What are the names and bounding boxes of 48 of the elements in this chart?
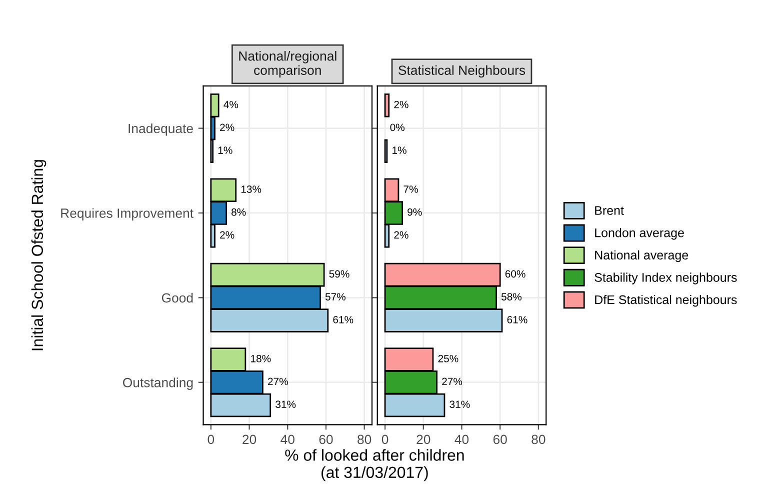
data-label: 9% [408, 208, 422, 216]
data-label: 4% [224, 100, 238, 108]
data-label: 0% [390, 124, 405, 132]
data-label: 57% [325, 293, 346, 300]
y-axis-title: Initial School Ofsted Rating [31, 160, 46, 350]
x-tick-label: 60 [319, 434, 333, 444]
data-label: 27% [268, 378, 288, 386]
x-tick-label: 20 [416, 434, 430, 444]
data-label: 58% [501, 293, 522, 300]
data-label: 27% [442, 378, 462, 386]
x-tick-label: 80 [532, 434, 546, 444]
data-label: 61% [333, 316, 354, 324]
data-label: 1% [218, 146, 232, 154]
legend-label: National average [595, 250, 688, 262]
x-tick-label: 40 [280, 434, 294, 444]
chart-title: National/regional comparison [239, 51, 336, 78]
y-tick-label: Good [162, 292, 193, 303]
data-label: 59% [329, 270, 350, 278]
data-label: 25% [438, 354, 458, 362]
data-label: 2% [220, 124, 234, 132]
data-label: 61% [507, 316, 528, 324]
data-label: 2% [394, 231, 408, 239]
y-tick-label: Outstanding [123, 378, 193, 390]
data-label: 13% [241, 186, 262, 193]
data-label: 8% [232, 208, 246, 216]
legend-label: DfE Statistical neighbours [595, 294, 737, 307]
data-label: 2% [220, 231, 234, 239]
data-label: 1% [392, 146, 406, 154]
legend-label: Stability Index neighbours [594, 272, 737, 284]
x-tick-label: 40 [454, 434, 469, 444]
x-tick-label: 80 [358, 434, 372, 444]
data-label: 18% [251, 354, 271, 362]
x-axis-title: % of looked after children (at 31/03/2017) [285, 449, 464, 482]
legend-label: London average [595, 228, 684, 240]
legend-label: Brent [595, 206, 624, 215]
data-label: 2% [394, 100, 408, 108]
x-tick-label: 0 [382, 434, 388, 444]
x-tick-label: 0 [208, 434, 214, 444]
y-tick-label: Inadequate [128, 123, 193, 136]
data-label: 31% [276, 400, 296, 408]
y-tick-label: Requires Improvement [61, 208, 194, 220]
data-label: 31% [450, 400, 470, 408]
x-tick-label: 60 [493, 434, 507, 444]
bar [384, 94, 390, 118]
data-label: 7% [404, 186, 418, 193]
x-tick-label: 20 [242, 434, 256, 444]
data-label: 60% [505, 270, 526, 278]
chart-title: Statistical Neighbours [398, 65, 526, 78]
